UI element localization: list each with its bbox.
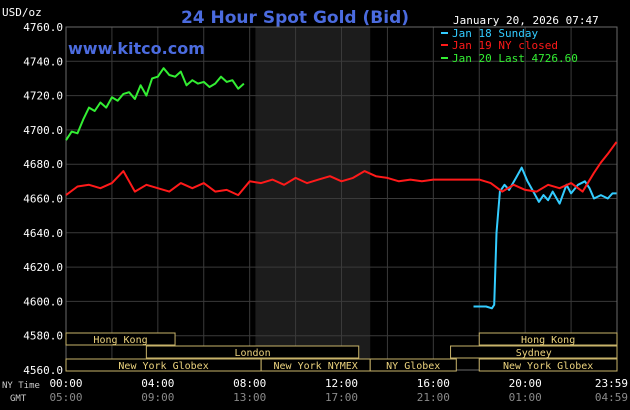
y-tick-label: 4600.0	[23, 295, 63, 308]
session-label: New York Globex	[503, 361, 593, 372]
y-tick-label: 4640.0	[23, 227, 63, 240]
session-label: London	[234, 348, 270, 359]
gmt-tick: 21:00	[417, 391, 450, 404]
gmt-tick: 13:00	[233, 391, 266, 404]
session-label: New York NYMEX	[274, 361, 358, 372]
gmt-tick: 05:00	[49, 391, 82, 404]
ny-time-tick: 08:00	[233, 377, 266, 390]
y-tick-label: 4580.0	[23, 330, 63, 343]
session-bar	[145, 345, 360, 359]
gmt-tick: 04:59	[595, 391, 628, 404]
series-line-2	[65, 67, 245, 141]
y-tick-label: 4620.0	[23, 261, 63, 274]
plot-area: 4760.0 4740.0 4720.0 4700.0 4680.0 4660.0 4640…	[23, 21, 618, 377]
legend-label-jan19: Jan 19 NY closed	[452, 39, 558, 52]
y-tick-label: 4660.0	[23, 193, 63, 206]
website-watermark: www.kitco.com	[68, 39, 205, 58]
ny-time-tick: 20:00	[509, 377, 542, 390]
session-bar	[478, 358, 618, 372]
session-bar	[478, 332, 618, 346]
series-line-1	[65, 141, 618, 197]
legend-label-jan20: Jan 20 Last 4726.60	[452, 52, 578, 65]
unit-label: USD/oz	[2, 6, 42, 19]
gmt-tick: 01:00	[509, 391, 542, 404]
y-tick-label: 4560.0	[23, 364, 63, 377]
date-time-stamp: January 20, 2026 07:47	[453, 14, 599, 27]
session-label: Hong Kong	[521, 335, 575, 346]
legend-label-jan18: Jan 18 Sunday	[452, 27, 538, 40]
y-tick-label: 4680.0	[23, 158, 63, 171]
session-label: Hong Kong	[93, 335, 147, 346]
session-bar	[65, 332, 176, 346]
series-line-0	[473, 166, 617, 310]
y-tick-label: 4760.0	[23, 21, 63, 34]
session-label: NY Globex	[386, 361, 440, 372]
market-sessions: Hong Kong London New York Globex New York N…	[65, 332, 618, 372]
gmt-label: GMT	[10, 394, 27, 404]
session-bar	[450, 345, 618, 359]
ny-time-tick: 16:00	[417, 377, 450, 390]
ny-time-tick: 04:00	[141, 377, 174, 390]
gmt-tick: 09:00	[141, 391, 174, 404]
ny-time-tick: 23:59	[595, 377, 628, 390]
session-label: Sydney	[516, 348, 552, 359]
ny-time-label: NY Time	[2, 381, 40, 391]
legend: Jan 18 Sunday Jan 19 NY closed Jan 20 La…	[441, 27, 578, 65]
y-tick-label: 4700.0	[23, 124, 63, 137]
gmt-tick: 17:00	[325, 391, 358, 404]
chart-title: 24 Hour Spot Gold (Bid)	[181, 8, 409, 28]
ny-time-tick: 12:00	[325, 377, 358, 390]
session-bar	[369, 358, 457, 372]
y-tick-label: 4740.0	[23, 55, 63, 68]
y-tick-label: 4720.0	[23, 90, 63, 103]
session-label: New York Globex	[118, 361, 208, 372]
ny-time-tick: 00:00	[49, 377, 82, 390]
